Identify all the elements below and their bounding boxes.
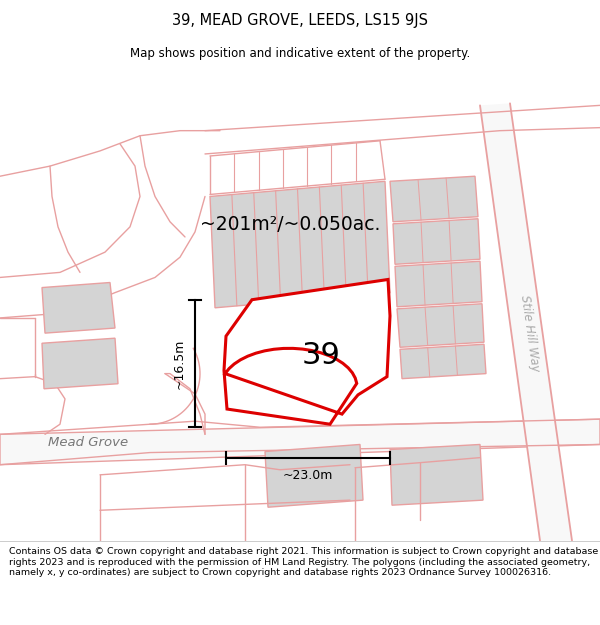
Polygon shape	[42, 338, 118, 389]
Polygon shape	[397, 304, 484, 348]
Text: 39: 39	[301, 341, 340, 370]
Text: Map shows position and indicative extent of the property.: Map shows position and indicative extent…	[130, 48, 470, 61]
Text: Mead Grove: Mead Grove	[48, 436, 128, 449]
Polygon shape	[210, 181, 390, 308]
Polygon shape	[0, 419, 600, 465]
Polygon shape	[42, 282, 115, 333]
Text: 39, MEAD GROVE, LEEDS, LS15 9JS: 39, MEAD GROVE, LEEDS, LS15 9JS	[172, 14, 428, 29]
Text: Stile Hill Way: Stile Hill Way	[518, 294, 542, 372]
Text: ~23.0m: ~23.0m	[283, 469, 333, 482]
Text: Contains OS data © Crown copyright and database right 2021. This information is : Contains OS data © Crown copyright and d…	[9, 548, 598, 577]
Polygon shape	[393, 219, 480, 264]
Polygon shape	[265, 444, 363, 508]
Polygon shape	[390, 176, 478, 222]
Polygon shape	[224, 279, 390, 424]
Text: ~201m²/~0.050ac.: ~201m²/~0.050ac.	[200, 215, 380, 234]
Text: ~16.5m: ~16.5m	[173, 338, 185, 389]
Polygon shape	[400, 344, 486, 379]
Polygon shape	[480, 103, 572, 541]
Polygon shape	[395, 261, 482, 307]
Polygon shape	[390, 444, 483, 505]
